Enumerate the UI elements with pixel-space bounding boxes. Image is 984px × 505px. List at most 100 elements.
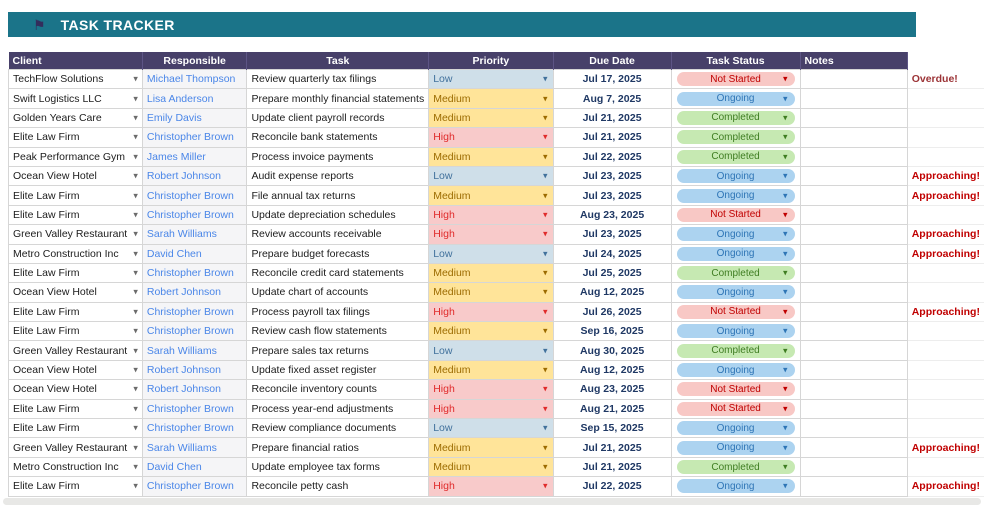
client-cell[interactable]: Ocean View Hotel ▾ <box>8 282 143 303</box>
chevron-down-icon[interactable]: ▾ <box>543 170 548 181</box>
chevron-down-icon[interactable]: ▾ <box>133 73 138 84</box>
due-date-cell[interactable]: Sep 15, 2025 <box>552 418 672 439</box>
status-pill[interactable]: Ongoing ▾ <box>676 188 795 203</box>
responsible-cell[interactable]: Christopher Brown <box>141 185 248 206</box>
status-cell[interactable]: Completed ▾ <box>670 107 801 129</box>
status-cell[interactable]: Not Started ▾ <box>670 379 801 400</box>
notes-cell[interactable] <box>799 68 908 90</box>
status-cell[interactable]: Not Started ▾ <box>670 301 801 323</box>
due-date-cell[interactable]: Jul 21, 2025 <box>552 107 672 129</box>
chevron-down-icon[interactable]: ▾ <box>543 383 548 394</box>
chevron-down-icon[interactable]: ▾ <box>543 480 548 491</box>
status-cell[interactable]: Completed ▾ <box>670 456 801 478</box>
notes-cell[interactable] <box>799 340 908 361</box>
due-date-cell[interactable]: Aug 23, 2025 <box>552 379 672 400</box>
status-cell[interactable]: Completed ▾ <box>670 127 801 148</box>
due-date-cell[interactable]: Jul 23, 2025 <box>552 224 672 245</box>
client-cell[interactable]: Ocean View Hotel ▾ <box>8 359 143 381</box>
status-cell[interactable]: Not Started ▾ <box>670 68 801 90</box>
due-date-cell[interactable]: Sep 16, 2025 <box>552 321 672 342</box>
client-cell[interactable]: Metro Construction Inc ▾ <box>8 456 143 478</box>
chevron-down-icon[interactable]: ▾ <box>783 131 788 142</box>
task-cell[interactable]: Prepare sales tax returns <box>246 340 430 361</box>
status-cell[interactable]: Ongoing ▾ <box>670 282 801 303</box>
responsible-cell[interactable]: Christopher Brown <box>141 127 248 148</box>
responsible-cell[interactable]: Michael Thompson <box>141 68 248 90</box>
chevron-down-icon[interactable]: ▾ <box>543 345 548 356</box>
status-cell[interactable]: Not Started ▾ <box>670 398 801 420</box>
priority-cell[interactable]: High ▾ <box>428 301 554 323</box>
task-cell[interactable]: Process payroll tax filings <box>246 301 430 323</box>
chevron-down-icon[interactable]: ▾ <box>543 306 548 317</box>
responsible-cell[interactable]: David Chen <box>141 456 248 478</box>
column-header-client[interactable]: Client <box>8 52 143 70</box>
due-date-cell[interactable]: Jul 25, 2025 <box>552 262 672 284</box>
status-cell[interactable]: Ongoing ▾ <box>670 437 801 458</box>
client-cell[interactable]: Elite Law Firm ▾ <box>8 204 143 226</box>
column-header-notes[interactable]: Notes <box>800 52 908 70</box>
notes-cell[interactable] <box>799 437 908 458</box>
task-cell[interactable]: Process invoice payments <box>246 146 430 167</box>
chevron-down-icon[interactable]: ▾ <box>783 286 788 297</box>
chevron-down-icon[interactable]: ▾ <box>783 228 788 239</box>
status-pill[interactable]: Completed ▾ <box>676 110 795 125</box>
priority-cell[interactable]: Medium ▾ <box>428 437 554 458</box>
chevron-down-icon[interactable]: ▾ <box>543 267 548 278</box>
chevron-down-icon[interactable]: ▾ <box>133 403 138 414</box>
notes-cell[interactable] <box>799 282 908 303</box>
task-cell[interactable]: Review cash flow statements <box>246 321 430 342</box>
chevron-down-icon[interactable]: ▾ <box>133 422 138 433</box>
chevron-down-icon[interactable]: ▾ <box>543 364 548 375</box>
task-cell[interactable]: File annual tax returns <box>246 185 430 206</box>
responsible-cell[interactable]: Christopher Brown <box>141 204 248 226</box>
task-cell[interactable]: Audit expense reports <box>246 165 430 187</box>
status-cell[interactable]: Completed ▾ <box>670 146 801 167</box>
notes-cell[interactable] <box>799 301 908 323</box>
status-cell[interactable]: Ongoing ▾ <box>670 359 801 381</box>
chevron-down-icon[interactable]: ▾ <box>543 190 548 201</box>
client-cell[interactable]: Ocean View Hotel ▾ <box>8 379 143 400</box>
responsible-cell[interactable]: Sarah Williams <box>141 340 248 361</box>
due-date-cell[interactable]: Aug 12, 2025 <box>552 282 672 303</box>
responsible-cell[interactable]: Christopher Brown <box>141 398 248 420</box>
task-cell[interactable]: Review compliance documents <box>246 418 430 439</box>
task-cell[interactable]: Update fixed asset register <box>246 359 430 381</box>
status-cell[interactable]: Completed ▾ <box>670 262 801 284</box>
task-cell[interactable]: Prepare financial ratios <box>246 437 430 458</box>
client-cell[interactable]: Elite Law Firm ▾ <box>8 321 143 342</box>
client-cell[interactable]: Swift Logistics LLC ▾ <box>8 88 143 109</box>
status-cell[interactable]: Not Started ▾ <box>670 204 801 226</box>
priority-cell[interactable]: Medium ▾ <box>428 146 554 167</box>
column-header-responsible[interactable]: Responsible <box>142 52 248 70</box>
chevron-down-icon[interactable]: ▾ <box>543 461 548 472</box>
chevron-down-icon[interactable]: ▾ <box>133 209 138 220</box>
status-cell[interactable]: Ongoing ▾ <box>670 224 801 245</box>
client-cell[interactable]: Peak Performance Gym ▾ <box>8 146 143 167</box>
priority-cell[interactable]: Medium ▾ <box>428 107 554 129</box>
chevron-down-icon[interactable]: ▾ <box>543 151 548 162</box>
status-pill[interactable]: Ongoing ▾ <box>676 91 795 106</box>
chevron-down-icon[interactable]: ▾ <box>783 403 788 414</box>
chevron-down-icon[interactable]: ▾ <box>783 248 788 259</box>
chevron-down-icon[interactable]: ▾ <box>783 364 788 375</box>
notes-cell[interactable] <box>799 321 908 342</box>
chevron-down-icon[interactable]: ▾ <box>133 364 138 375</box>
status-pill[interactable]: Not Started ▾ <box>676 72 795 87</box>
notes-cell[interactable] <box>799 359 908 381</box>
priority-cell[interactable]: High ▾ <box>428 204 554 226</box>
task-cell[interactable]: Prepare monthly financial statements <box>246 88 430 109</box>
priority-cell[interactable]: Medium ▾ <box>428 321 554 342</box>
priority-cell[interactable]: High ▾ <box>428 379 554 400</box>
client-cell[interactable]: Green Valley Restaurant ▾ <box>8 340 143 361</box>
notes-cell[interactable] <box>799 185 908 206</box>
responsible-cell[interactable]: Christopher Brown <box>141 476 248 497</box>
notes-cell[interactable] <box>799 418 908 439</box>
notes-cell[interactable] <box>799 204 908 226</box>
task-cell[interactable]: Update chart of accounts <box>246 282 430 303</box>
status-cell[interactable]: Ongoing ▾ <box>670 243 801 264</box>
chevron-down-icon[interactable]: ▾ <box>133 112 138 123</box>
responsible-cell[interactable]: Christopher Brown <box>141 418 248 439</box>
priority-cell[interactable]: Medium ▾ <box>428 359 554 381</box>
chevron-down-icon[interactable]: ▾ <box>783 93 788 104</box>
due-date-cell[interactable]: Aug 7, 2025 <box>552 88 672 109</box>
